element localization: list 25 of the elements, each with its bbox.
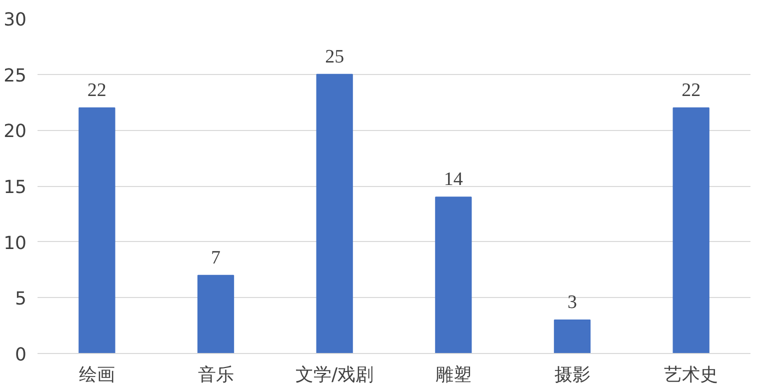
y-tick-label: 30 <box>4 10 26 30</box>
data-label: 3 <box>568 292 577 313</box>
y-tick-label: 10 <box>4 232 26 254</box>
x-tick-label: 音乐 <box>198 364 234 386</box>
bar <box>197 274 234 354</box>
x-tick-label: 文学/戏剧 <box>296 364 374 386</box>
y-tick-label: 20 <box>4 121 26 142</box>
data-label: 25 <box>325 46 344 68</box>
y-tick-label: 15 <box>4 177 26 198</box>
data-label: 7 <box>211 247 220 268</box>
x-tick-label: 绘画 <box>78 364 115 386</box>
x-tick-label: 艺术史 <box>664 364 718 386</box>
bar <box>316 74 353 354</box>
y-tick-label: 5 <box>15 288 26 310</box>
data-label: 22 <box>682 80 701 101</box>
bar <box>554 320 591 354</box>
bar <box>672 107 710 354</box>
bar <box>78 107 116 354</box>
y-tick-label: 25 <box>4 65 26 86</box>
data-label: 14 <box>444 169 464 190</box>
x-tick-label: 雕塑 <box>435 364 472 386</box>
y-tick-label: 0 <box>15 344 26 366</box>
x-tick-label: 摄影 <box>554 364 590 386</box>
data-label: 22 <box>87 80 106 101</box>
bar <box>435 196 472 354</box>
